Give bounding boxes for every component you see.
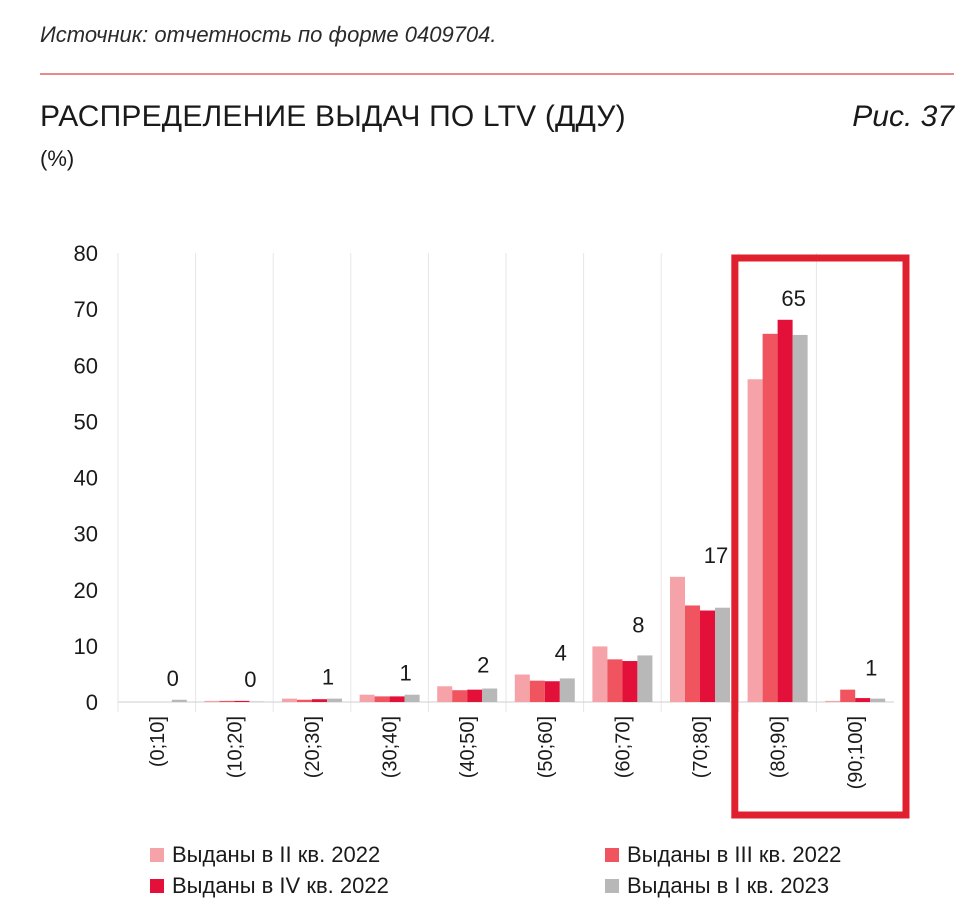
data-label: 1 xyxy=(322,665,334,690)
bar xyxy=(747,379,763,702)
legend-swatch-q3-2022 xyxy=(605,848,619,862)
divider-line xyxy=(40,73,954,75)
bar xyxy=(592,646,608,702)
figure-label: Рис. 37 xyxy=(852,100,954,133)
bar xyxy=(437,686,453,702)
bar xyxy=(219,700,235,702)
data-label: 17 xyxy=(704,543,728,568)
legend-label-q2-2022: Выданы в II кв. 2022 xyxy=(172,842,381,867)
legend-swatch-q2-2022 xyxy=(150,848,164,862)
bar xyxy=(359,694,375,702)
bar xyxy=(870,698,886,702)
legend-swatch-q1-2023 xyxy=(605,879,619,893)
x-tick-label: (10;20] xyxy=(224,716,246,778)
legend-item-q2-2022: Выданы в II кв. 2022 xyxy=(150,842,380,868)
bar xyxy=(559,678,575,702)
legend-item-q1-2023: Выданы в I кв. 2023 xyxy=(605,873,829,899)
legend-swatch-q4-2022 xyxy=(150,879,164,893)
bar xyxy=(482,688,498,702)
bar xyxy=(467,689,483,702)
bar xyxy=(529,680,545,702)
bar xyxy=(792,334,808,702)
x-tick-label: (40;50] xyxy=(457,716,479,778)
x-tick-label: (50;60] xyxy=(535,716,557,778)
bar xyxy=(234,700,250,702)
y-tick-label: 70 xyxy=(74,297,98,322)
bar xyxy=(637,655,653,702)
x-tick-label: (70;80] xyxy=(690,716,712,778)
y-tick-label: 0 xyxy=(86,690,98,715)
legend-label-q1-2023: Выданы в I кв. 2023 xyxy=(627,873,830,898)
bar xyxy=(685,605,700,702)
source-note: Источник: отчетность по форме 0409704. xyxy=(40,22,497,47)
chart-title: РАСПРЕДЕЛЕНИЕ ВЫДАЧ ПО LTV (ДДУ) xyxy=(40,100,626,133)
highlight-box xyxy=(731,254,910,819)
legend-label-q3-2022: Выданы в III кв. 2022 xyxy=(627,842,842,867)
data-label: 65 xyxy=(781,286,805,311)
bar xyxy=(171,699,187,702)
bar xyxy=(282,698,297,702)
x-tick-label: (20;30] xyxy=(302,716,324,778)
x-tick-label: (0;10] xyxy=(147,716,169,767)
data-label: 8 xyxy=(632,612,644,637)
data-label: 0 xyxy=(244,667,256,692)
bar xyxy=(762,333,778,702)
data-label: 4 xyxy=(555,640,567,665)
y-tick-label: 60 xyxy=(74,353,98,378)
y-tick-label: 20 xyxy=(74,578,98,603)
bar xyxy=(312,699,327,702)
legend-item-q4-2022: Выданы в IV кв. 2022 xyxy=(150,873,389,899)
y-tick-label: 10 xyxy=(74,634,98,659)
y-tick-label: 40 xyxy=(74,466,98,491)
bar xyxy=(404,694,420,702)
bar xyxy=(452,690,468,702)
bar xyxy=(514,674,530,702)
bar xyxy=(700,610,715,702)
bar xyxy=(670,576,685,702)
data-label: 1 xyxy=(399,661,411,686)
data-label: 1 xyxy=(865,656,877,681)
bar xyxy=(607,659,623,702)
bar xyxy=(715,607,730,702)
bar xyxy=(777,319,793,702)
data-label: 2 xyxy=(477,652,489,677)
chart-unit: (%) xyxy=(40,146,75,171)
bar xyxy=(622,661,638,702)
bar xyxy=(327,698,342,702)
x-tick-label: (90;100] xyxy=(845,716,867,789)
bar xyxy=(825,700,841,702)
bar xyxy=(389,696,405,702)
y-tick-label: 80 xyxy=(74,241,98,266)
x-tick-label: (80;90] xyxy=(768,716,790,778)
bar xyxy=(855,698,871,702)
y-tick-label: 50 xyxy=(74,409,98,434)
legend-item-q3-2022: Выданы в III кв. 2022 xyxy=(605,842,841,868)
legend-label-q4-2022: Выданы в IV кв. 2022 xyxy=(172,873,389,898)
bar xyxy=(249,701,265,702)
x-tick-label: (60;70] xyxy=(612,716,634,778)
bar xyxy=(544,681,560,702)
x-tick-label: (30;40] xyxy=(380,716,402,778)
bar xyxy=(204,700,220,702)
bar xyxy=(374,696,390,702)
y-tick-label: 30 xyxy=(74,522,98,547)
data-label: 0 xyxy=(167,666,179,691)
bar xyxy=(840,689,856,702)
bar xyxy=(297,699,312,702)
